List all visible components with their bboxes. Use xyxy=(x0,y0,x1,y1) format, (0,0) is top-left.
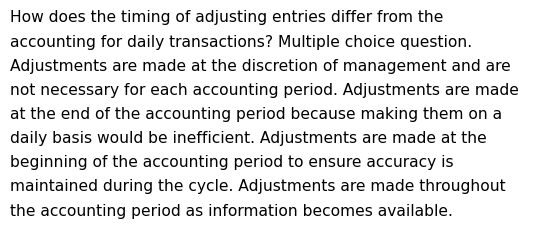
Text: not necessary for each accounting period. Adjustments are made: not necessary for each accounting period… xyxy=(10,82,519,97)
Text: at the end of the accounting period because making them on a: at the end of the accounting period beca… xyxy=(10,106,502,121)
Text: How does the timing of adjusting entries differ from the: How does the timing of adjusting entries… xyxy=(10,10,444,25)
Text: accounting for daily transactions? Multiple choice question.: accounting for daily transactions? Multi… xyxy=(10,34,472,49)
Text: beginning of the accounting period to ensure accuracy is: beginning of the accounting period to en… xyxy=(10,155,454,169)
Text: daily basis would be inefficient. Adjustments are made at the: daily basis would be inefficient. Adjust… xyxy=(10,131,487,145)
Text: Adjustments are made at the discretion of management and are: Adjustments are made at the discretion o… xyxy=(10,58,511,73)
Text: the accounting period as information becomes available.: the accounting period as information bec… xyxy=(10,203,453,218)
Text: maintained during the cycle. Adjustments are made throughout: maintained during the cycle. Adjustments… xyxy=(10,179,506,194)
